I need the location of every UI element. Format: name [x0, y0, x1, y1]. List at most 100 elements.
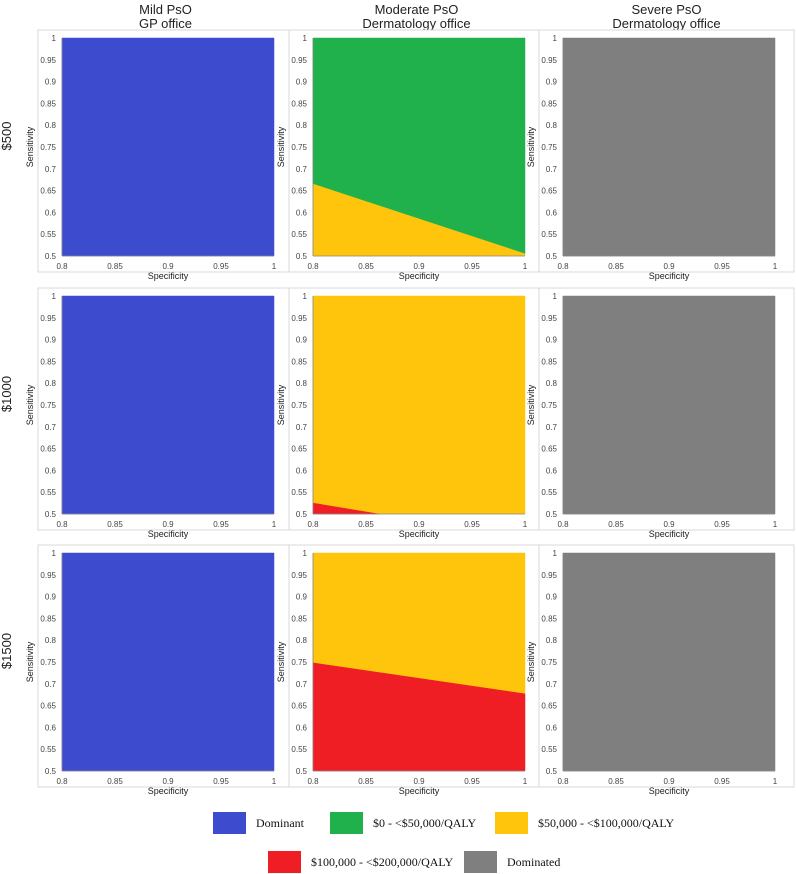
chart-panel: 0.5 0.55 0.6 0.65 0.7 0.75 0.8 0.85 0.9 0.95 1 0.8 0…	[276, 544, 545, 796]
legend-item-100k_to_200k: $100,000 - <$200,000/QALY	[268, 851, 453, 873]
legend-swatch	[213, 812, 246, 834]
y-tick-label: 0.9	[546, 336, 558, 345]
y-tick-label: 0.7	[45, 680, 57, 689]
y-tick-label: 0.75	[40, 401, 56, 410]
y-tick-label: 0.55	[541, 230, 557, 239]
y-tick-label: 0.7	[296, 423, 308, 432]
x-tick-label: 0.95	[714, 262, 730, 271]
y-tick-label: 0.85	[541, 357, 557, 366]
y-tick-label: 0.55	[291, 488, 307, 497]
y-tick-label: 0.7	[546, 680, 558, 689]
x-tick-label: 0.8	[307, 777, 319, 786]
y-axis-label: Sensitivity	[526, 126, 536, 167]
y-tick-label: 0.5	[45, 767, 57, 776]
x-tick-label: 0.95	[714, 777, 730, 786]
x-axis-label: Specificity	[148, 271, 189, 281]
y-tick-label: 0.7	[45, 165, 57, 174]
region-dominated	[562, 37, 776, 257]
x-tick-label: 0.95	[464, 262, 480, 271]
y-tick-label: 0.9	[45, 336, 57, 345]
y-tick-label: 0.5	[45, 252, 57, 261]
x-tick-label: 0.85	[358, 520, 374, 529]
y-tick-label: 1	[303, 34, 308, 43]
y-tick-label: 0.65	[291, 187, 307, 196]
y-tick-label: 0.7	[546, 165, 558, 174]
chart-panel: 0.5 0.55 0.6 0.65 0.7 0.75 0.8 0.85 0.9 0.95 1 0.8 0…	[25, 544, 294, 796]
x-tick-label: 0.9	[413, 262, 425, 271]
y-tick-label: 0.8	[45, 121, 57, 130]
x-tick-label: 0.95	[714, 520, 730, 529]
y-tick-label: 1	[52, 34, 57, 43]
y-tick-label: 0.95	[40, 571, 56, 580]
x-tick-label: 0.9	[663, 262, 675, 271]
y-tick-label: 0.9	[546, 593, 558, 602]
y-tick-label: 0.95	[541, 314, 557, 323]
y-tick-label: 0.8	[546, 121, 558, 130]
y-tick-label: 0.9	[296, 78, 308, 87]
y-axis-label: Sensitivity	[25, 641, 35, 682]
y-tick-label: 0.8	[45, 379, 57, 388]
x-tick-label: 0.8	[307, 520, 319, 529]
legend-label: Dominant	[256, 815, 304, 830]
column-header-line2: GP office	[139, 16, 192, 31]
x-tick-label: 0.85	[358, 777, 374, 786]
x-axis-label: Specificity	[148, 786, 189, 796]
y-tick-label: 0.75	[541, 658, 557, 667]
legend-label: Dominated	[507, 854, 561, 869]
y-tick-label: 0.8	[296, 379, 308, 388]
y-tick-label: 0.9	[45, 78, 57, 87]
x-axis-label: Specificity	[649, 529, 690, 539]
y-tick-label: 0.5	[546, 510, 558, 519]
x-tick-label: 1	[523, 262, 528, 271]
y-tick-label: 0.9	[45, 593, 57, 602]
y-tick-label: 0.65	[541, 445, 557, 454]
x-tick-label: 0.9	[663, 777, 675, 786]
y-tick-label: 0.7	[296, 680, 308, 689]
y-tick-label: 0.6	[546, 208, 558, 217]
y-tick-label: 0.6	[296, 466, 308, 475]
y-tick-label: 0.85	[40, 614, 56, 623]
y-tick-label: 0.8	[546, 379, 558, 388]
x-tick-label: 0.8	[557, 262, 569, 271]
x-axis-label: Specificity	[649, 271, 690, 281]
y-tick-label: 0.75	[291, 658, 307, 667]
region-dominated	[562, 295, 776, 515]
legend-item-50k_to_100k: $50,000 - <$100,000/QALY	[495, 812, 674, 834]
y-tick-label: 0.6	[296, 723, 308, 732]
y-tick-label: 0.5	[296, 510, 308, 519]
y-axis-label: Sensitivity	[276, 641, 286, 682]
x-tick-label: 0.95	[213, 777, 229, 786]
legend-label: $50,000 - <$100,000/QALY	[538, 815, 675, 830]
y-tick-label: 0.8	[45, 636, 57, 645]
x-tick-label: 0.8	[56, 520, 68, 529]
y-tick-label: 0.95	[541, 56, 557, 65]
y-tick-label: 0.65	[40, 445, 56, 454]
x-tick-label: 1	[773, 520, 778, 529]
region-dominant	[61, 295, 275, 515]
y-tick-label: 0.5	[296, 252, 308, 261]
y-tick-label: 0.9	[546, 78, 558, 87]
y-tick-label: 0.55	[541, 745, 557, 754]
x-tick-label: 0.9	[162, 777, 174, 786]
x-tick-label: 0.85	[107, 520, 123, 529]
legend-swatch	[330, 812, 363, 834]
x-tick-label: 1	[272, 777, 277, 786]
y-tick-label: 0.6	[45, 466, 57, 475]
y-tick-label: 0.65	[40, 702, 56, 711]
chart-panel: 0.5 0.55 0.6 0.65 0.7 0.75 0.8 0.85 0.9 0.95 1 0.8 0…	[25, 29, 294, 281]
y-tick-label: 0.75	[541, 401, 557, 410]
x-tick-label: 1	[773, 777, 778, 786]
y-axis-label: Sensitivity	[276, 126, 286, 167]
x-axis-label: Specificity	[148, 529, 189, 539]
x-tick-label: 0.8	[557, 777, 569, 786]
row-label: $1500	[0, 633, 14, 669]
y-tick-label: 0.8	[546, 636, 558, 645]
y-tick-label: 0.85	[40, 357, 56, 366]
region-dominant	[61, 37, 275, 257]
y-tick-label: 0.85	[40, 99, 56, 108]
y-tick-label: 0.55	[291, 230, 307, 239]
y-tick-label: 0.55	[40, 230, 56, 239]
y-tick-label: 0.75	[291, 143, 307, 152]
x-tick-label: 1	[272, 520, 277, 529]
y-tick-label: 0.65	[291, 445, 307, 454]
